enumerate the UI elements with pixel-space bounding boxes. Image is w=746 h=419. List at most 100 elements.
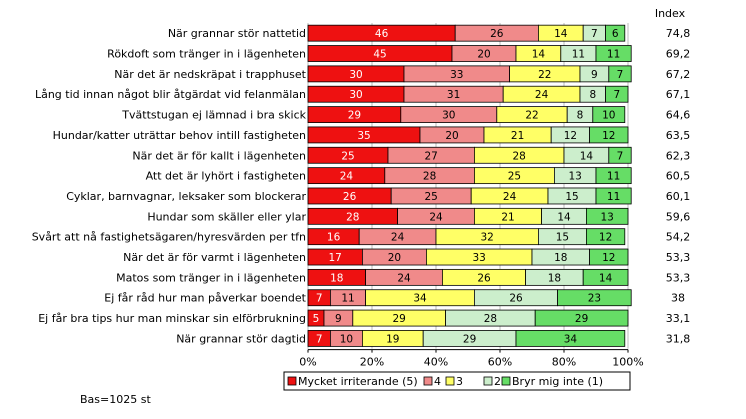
- index-value: 54,2: [666, 231, 691, 244]
- data-label: 18: [554, 252, 567, 264]
- data-label: 22: [538, 69, 551, 81]
- data-label: 46: [375, 28, 389, 40]
- legend-swatch: [501, 376, 511, 386]
- legend-swatch: [445, 376, 455, 386]
- category-label: Lång tid innan något blir åtgärdat vid f…: [35, 88, 306, 101]
- data-label: 14: [580, 150, 594, 162]
- index-value: 53,3: [666, 271, 691, 284]
- index-value: 38: [671, 292, 685, 305]
- data-label: 20: [445, 130, 458, 142]
- data-label: 19: [386, 333, 399, 345]
- bar-segment: [586, 207, 629, 225]
- bar-segment: [608, 146, 632, 164]
- category-label: Att det är lyhört i fastigheten: [146, 170, 306, 183]
- data-label: 12: [602, 252, 615, 264]
- index-value: 64,6: [666, 109, 691, 122]
- category-label: Svårt att nå fastighetsägaren/hyresvärde…: [32, 231, 306, 244]
- legend-swatch: [423, 376, 433, 386]
- data-label: 8: [589, 89, 596, 101]
- data-label: 6: [612, 28, 619, 40]
- index-value: 31,8: [666, 332, 691, 345]
- category-label: När grannar stör dagtid: [176, 332, 306, 345]
- data-label: 7: [613, 89, 620, 101]
- bar-segment: [608, 65, 632, 83]
- data-label: 7: [617, 150, 624, 162]
- data-label: 7: [316, 293, 323, 305]
- data-label: 25: [341, 150, 354, 162]
- bar-segment: [586, 228, 626, 246]
- legend-label: 2: [494, 375, 501, 388]
- data-label: 26: [509, 293, 523, 305]
- data-label: 24: [503, 191, 517, 203]
- category-label: Hundar som skäller eller ylar: [147, 210, 306, 223]
- data-label: 25: [425, 191, 438, 203]
- bar-segment: [589, 126, 629, 144]
- category-label: Matos som tränger in i lägenheten: [116, 271, 306, 284]
- data-label: 8: [577, 110, 584, 122]
- data-label: 16: [327, 232, 341, 244]
- index-value: 67,2: [666, 68, 691, 81]
- legend-label: Bryr mig inte (1): [512, 375, 603, 388]
- bar-segment: [589, 248, 629, 266]
- data-label: 12: [564, 130, 577, 142]
- data-label: 20: [388, 252, 401, 264]
- data-label: 26: [490, 28, 504, 40]
- legend-label: 3: [456, 375, 463, 388]
- category-label: När det är nedskräpat i trapphuset: [114, 68, 306, 81]
- category-label: När det är för varmt i lägenheten: [123, 251, 306, 264]
- category-label: Hundar/katter uträttar behov intill fast…: [53, 129, 306, 142]
- legend-swatch: [287, 376, 297, 386]
- data-label: 18: [330, 272, 343, 284]
- data-label: 5: [313, 313, 320, 325]
- data-label: 14: [554, 28, 568, 40]
- data-label: 22: [525, 110, 538, 122]
- data-label: 24: [391, 232, 405, 244]
- bar-segment: [534, 309, 629, 327]
- data-label: 29: [575, 313, 588, 325]
- bar-segment: [515, 330, 626, 347]
- data-label: 29: [348, 110, 361, 122]
- index-value: 60,5: [666, 170, 691, 183]
- data-label: 15: [565, 191, 578, 203]
- data-label: 26: [477, 272, 491, 284]
- category-labels: När grannar stör nattetid Rökdoft som trä…: [32, 27, 306, 345]
- data-label: 14: [557, 211, 571, 223]
- index-value: 69,2: [666, 48, 691, 61]
- data-label: 10: [340, 333, 353, 345]
- data-label: 12: [602, 130, 615, 142]
- x-tick-label: 40%: [424, 356, 448, 369]
- index-value: 33,1: [666, 312, 691, 325]
- data-label: 35: [357, 130, 370, 142]
- data-label: 30: [349, 89, 362, 101]
- index-column: Index 74,8 69,2 67,2 67,1 64,6 63,5 62,3 60,5 60…: [655, 7, 690, 345]
- index-value: 60,1: [666, 190, 691, 203]
- index-value: 63,5: [666, 129, 691, 142]
- x-tick-label: 60%: [488, 356, 512, 369]
- x-tick-label: 80%: [552, 356, 576, 369]
- legend-swatch: [483, 376, 493, 386]
- x-tick-label: 100%: [612, 356, 643, 369]
- category-label: Tvättstugan ej lämnad i bra skick: [121, 109, 306, 122]
- index-header: Index: [655, 7, 686, 20]
- legend: Mycket irriterande (5) 4 3 2 Bryr mig inte (…: [283, 371, 631, 391]
- index-value: 74,8: [666, 27, 691, 40]
- data-label: 31: [447, 89, 460, 101]
- data-label: 29: [393, 313, 406, 325]
- data-label: 11: [607, 49, 620, 61]
- legend-box: [283, 371, 631, 391]
- bar-segment: [557, 289, 632, 307]
- data-label: 9: [335, 313, 342, 325]
- category-label: När grannar stör nattetid: [168, 27, 306, 40]
- data-label: 29: [463, 333, 476, 345]
- index-value: 67,1: [666, 88, 691, 101]
- bar-segment: [605, 85, 629, 103]
- data-label: 32: [481, 232, 494, 244]
- index-value: 53,3: [666, 251, 691, 264]
- bar-segment: [595, 187, 632, 205]
- index-value: 59,6: [666, 210, 691, 223]
- data-label: 7: [591, 28, 598, 40]
- data-label: 17: [329, 252, 342, 264]
- data-label: 23: [588, 293, 601, 305]
- data-label: 21: [511, 130, 524, 142]
